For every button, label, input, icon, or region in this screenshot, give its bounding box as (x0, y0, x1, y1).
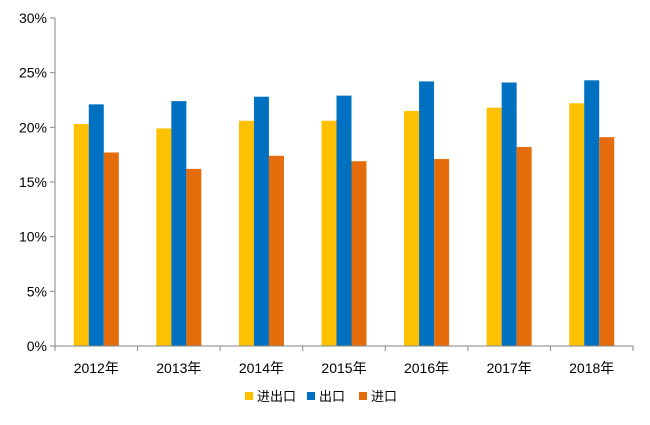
x-tick-label: 2012年 (74, 360, 119, 376)
bar-出口-2012年 (88, 104, 104, 347)
bar-出口-2015年 (336, 95, 352, 346)
bar-进口-2012年 (103, 152, 119, 346)
bar-进口-2015年 (351, 161, 367, 346)
y-tick-label: 15% (19, 174, 47, 190)
x-tick-label: 2016年 (404, 360, 449, 376)
bar-进出口-2016年 (404, 110, 420, 347)
legend: 进出口 出口 进口 (245, 389, 397, 404)
legend-swatch (307, 392, 315, 400)
bar-进出口-2017年 (486, 107, 502, 347)
x-tick-label: 2017年 (487, 360, 532, 376)
bar-进口-2016年 (434, 159, 450, 346)
y-tick-label: 20% (19, 119, 47, 135)
bar-进出口-2014年 (238, 120, 254, 347)
bar-进口-2013年 (186, 168, 202, 346)
legend-label: 进出口 (257, 389, 296, 404)
x-tick-label: 2014年 (239, 360, 284, 376)
x-tick-label: 2013年 (156, 360, 201, 376)
y-tick-label: 10% (19, 229, 47, 245)
bar-进出口-2015年 (321, 120, 337, 347)
x-tick-label: 2015年 (321, 360, 366, 376)
legend-label: 进口 (371, 389, 397, 404)
y-tick-label: 25% (19, 65, 47, 81)
bars-group (73, 80, 615, 347)
bar-出口-2017年 (501, 82, 517, 346)
bar-出口-2014年 (253, 96, 269, 346)
bar-进出口-2013年 (156, 128, 172, 346)
bar-进口-2014年 (268, 155, 284, 346)
bar-出口-2016年 (419, 81, 435, 346)
bar-进出口-2018年 (569, 103, 585, 346)
bar-进口-2018年 (599, 137, 615, 346)
bar-进口-2017年 (516, 147, 532, 346)
y-tick-label: 5% (27, 283, 47, 299)
legend-swatch (245, 392, 253, 400)
x-tick-label: 2018年 (569, 360, 614, 376)
bar-进出口-2012年 (73, 124, 89, 346)
legend-swatch (359, 392, 367, 400)
bar-出口-2013年 (171, 101, 187, 346)
axes-group: 0% 5% 10% 15% 20% 25% 30% 2012年 2013年 2014年 2015年 2… (19, 10, 634, 376)
bar-出口-2018年 (584, 80, 600, 346)
y-tick-label: 30% (19, 10, 47, 26)
y-tick-label: 0% (27, 338, 47, 354)
legend-label: 出口 (319, 389, 345, 404)
